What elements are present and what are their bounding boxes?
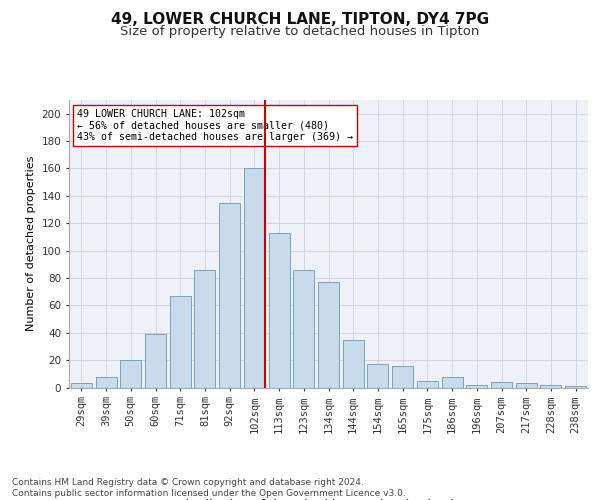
Bar bbox=[244, 168, 265, 388]
Bar bbox=[145, 334, 166, 388]
Bar bbox=[120, 360, 141, 388]
Bar bbox=[442, 376, 463, 388]
Text: 49 LOWER CHURCH LANE: 102sqm
← 56% of detached houses are smaller (480)
43% of s: 49 LOWER CHURCH LANE: 102sqm ← 56% of de… bbox=[77, 108, 353, 142]
Bar bbox=[95, 376, 116, 388]
Bar bbox=[219, 202, 240, 388]
Bar bbox=[516, 384, 537, 388]
Text: 49, LOWER CHURCH LANE, TIPTON, DY4 7PG: 49, LOWER CHURCH LANE, TIPTON, DY4 7PG bbox=[111, 12, 489, 28]
Bar bbox=[269, 233, 290, 388]
Bar bbox=[367, 364, 388, 388]
Bar bbox=[565, 386, 586, 388]
Bar bbox=[194, 270, 215, 388]
Bar bbox=[293, 270, 314, 388]
Text: Size of property relative to detached houses in Tipton: Size of property relative to detached ho… bbox=[121, 25, 479, 38]
Bar bbox=[392, 366, 413, 388]
Bar bbox=[318, 282, 339, 388]
Y-axis label: Number of detached properties: Number of detached properties bbox=[26, 156, 36, 332]
Bar bbox=[417, 380, 438, 388]
Bar bbox=[491, 382, 512, 388]
Text: Contains HM Land Registry data © Crown copyright and database right 2024.
Contai: Contains HM Land Registry data © Crown c… bbox=[12, 478, 406, 498]
Bar bbox=[343, 340, 364, 388]
Bar bbox=[170, 296, 191, 388]
Bar bbox=[541, 385, 562, 388]
Bar bbox=[466, 385, 487, 388]
Bar bbox=[71, 384, 92, 388]
